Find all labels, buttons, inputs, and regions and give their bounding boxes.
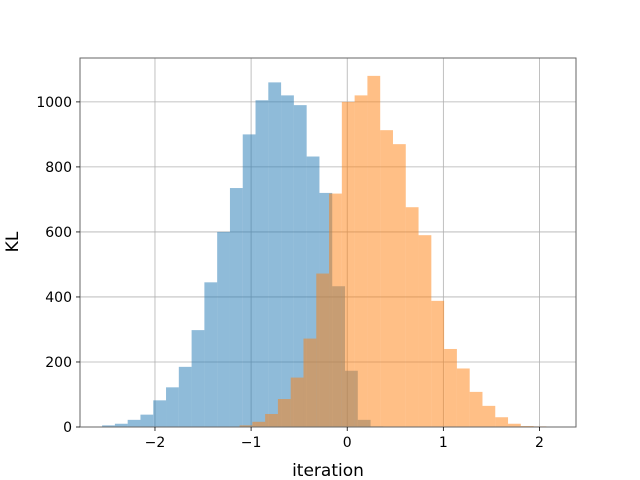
histogram-bar [341,101,355,428]
y-tick-label: 800 [45,160,72,176]
histogram-bar [191,330,205,427]
histogram-bar [316,273,330,427]
histogram-bar [367,75,381,428]
histogram-bar [153,400,167,427]
histogram-bar [405,207,419,427]
histogram-bar [252,421,266,427]
histogram-bar [217,231,230,427]
axis-ticks: −2 −1 0 1 2 0 200 400 600 800 1000 [36,95,544,451]
histogram-bar [482,405,496,427]
y-tick-label: 200 [45,355,72,371]
histogram-bar [431,300,445,427]
histogram-bar [229,188,243,427]
histogram-bar [293,105,307,428]
histogram-bar [495,417,509,427]
histogram-bar [102,425,115,427]
histogram-bar [166,387,179,427]
x-axis-title: iteration [292,461,364,480]
histogram-bar [392,144,406,428]
histogram-bar [444,348,457,427]
y-tick-label: 1000 [36,95,72,111]
histogram-bar [354,95,368,427]
histogram-bar [255,100,269,428]
histogram-bar [140,414,154,427]
histogram-bar [114,423,128,427]
histogram-bar [268,82,282,427]
histogram-bar [242,134,256,427]
x-tick-label: −2 [145,435,166,451]
histogram-bar [127,419,141,427]
histogram-bar [303,338,317,427]
x-tick-label: 1 [439,435,448,451]
histogram-bar [418,235,432,427]
histogram-bar [290,377,304,427]
y-tick-label: 0 [63,420,72,436]
histogram-bar [265,413,278,427]
histogram-bar [178,366,192,427]
histogram-bar [469,391,483,427]
histogram-bar [380,130,393,428]
y-tick-label: 400 [45,290,72,306]
histogram-bar [456,368,470,427]
histogram-bar [281,95,294,427]
histogram-bar [329,193,342,427]
histogram-bar [508,423,521,427]
histogram-bars [102,75,547,428]
y-tick-label: 600 [45,225,72,241]
x-tick-label: 2 [535,435,544,451]
y-axis-title: KL [3,231,23,252]
histogram-bar [277,399,291,427]
x-tick-label: −1 [241,435,262,451]
x-tick-label: 0 [343,435,352,451]
histogram-bar [239,425,253,427]
histogram-bar [204,282,218,427]
plot-frame [79,57,577,428]
series-2-bars [239,75,547,428]
